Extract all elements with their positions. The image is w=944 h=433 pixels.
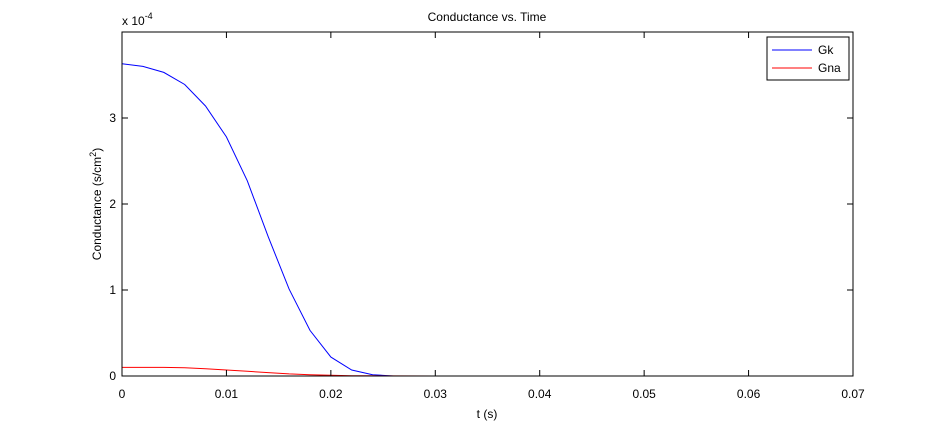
y-tick-label: 2 [109,197,116,211]
y-tick-label: 3 [109,111,116,125]
y-multiplier-exponent: -4 [145,11,153,21]
y-tick-label: 0 [109,369,116,383]
y-axis-label-close: ) [90,148,104,152]
x-axis-label: t (s) [477,407,498,421]
y-multiplier: x 10-4 [122,11,153,28]
ticks-layer: 0 0.01 0.02 0.03 0.04 0.05 0.06 0.07 0 1 2 3 [109,32,865,401]
y-tick-label: 1 [109,283,116,297]
x-tick-label: 0.07 [841,387,865,401]
y-axis-label: Conductance (s/cm2) [88,148,104,260]
x-tick-label: 0 [119,387,126,401]
x-tick-label: 0.03 [424,387,448,401]
legend-box [766,36,850,81]
x-tick-label: 0.06 [737,387,761,401]
y-axis-label-superscript: 2 [88,152,98,157]
legend-label-gna: Gna [818,61,841,75]
legend: Gk Gna [766,36,850,81]
x-tick-label: 0.05 [632,387,656,401]
chart-title: Conductance vs. Time [428,10,547,24]
y-axis-label-main: Conductance (s/cm [90,157,104,260]
x-tick-label: 0.01 [215,387,239,401]
x-tick-label: 0.02 [319,387,343,401]
y-multiplier-base: x 10 [122,14,145,28]
x-tick-label: 0.04 [528,387,552,401]
legend-label-gk: Gk [818,43,834,57]
